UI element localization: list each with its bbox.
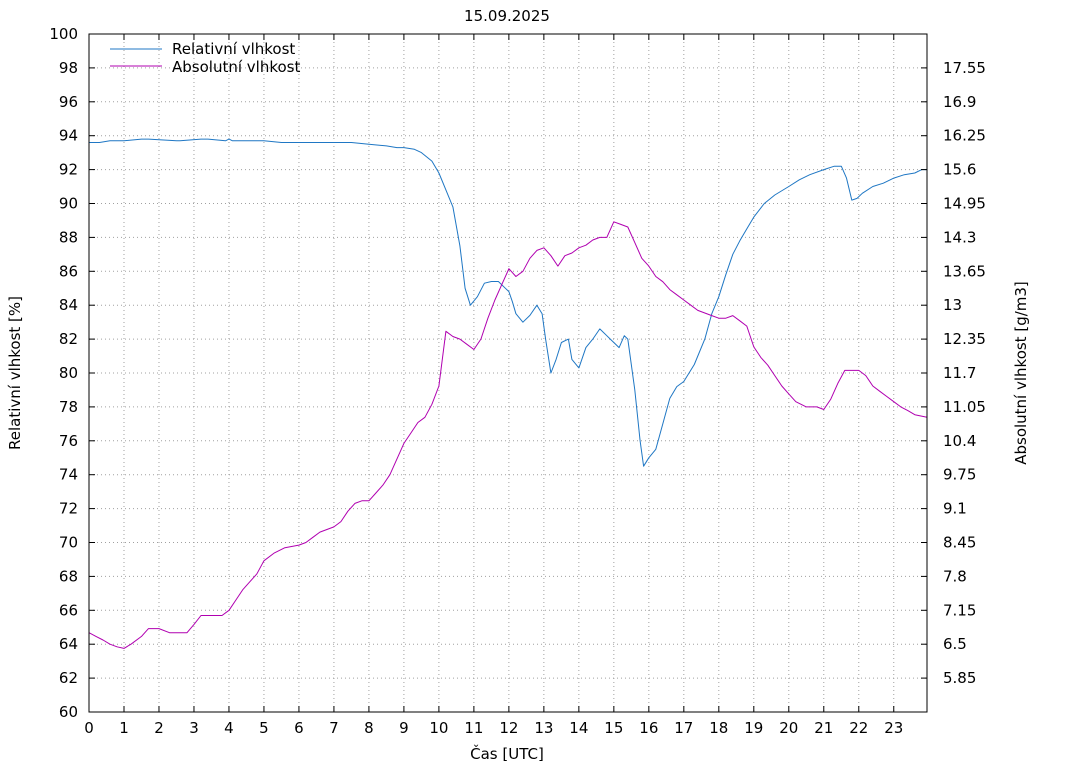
- y-right-tick-label: 12.35: [943, 330, 986, 348]
- y-left-tick-label: 66: [59, 601, 78, 619]
- y-right-tick-label: 11.05: [943, 398, 986, 416]
- series-layer: [88, 138, 928, 649]
- x-tick-label: 15: [604, 719, 623, 737]
- y-right-tick-label: 9.1: [943, 500, 967, 518]
- y-right-tick-label: 13.65: [943, 262, 986, 280]
- x-tick-label: 16: [639, 719, 658, 737]
- y-left-tick-label: 72: [59, 500, 78, 518]
- y-right-tick-label: 14.3: [943, 228, 976, 246]
- y-right-tick-label: 13: [943, 296, 962, 314]
- x-tick-label: 1: [119, 719, 129, 737]
- y-axis-left: 60 62 64 66 68 70 72 74 76 78 80 82 84 86 88 90 92 94 96 98…: [49, 25, 95, 721]
- y-left-tick-label: 94: [59, 127, 78, 145]
- y-right-tick-label: 16.9: [943, 93, 976, 111]
- x-tick-label: 7: [329, 719, 339, 737]
- x-tick-label: 14: [569, 719, 588, 737]
- x-tick-label: 5: [259, 719, 269, 737]
- x-tick-label: 18: [709, 719, 728, 737]
- y-right-tick-label: 10.4: [943, 432, 976, 450]
- x-tick-label: 13: [534, 719, 553, 737]
- y-right-tick-label: 9.75: [943, 466, 976, 484]
- y-right-tick-label: 6.5: [943, 635, 967, 653]
- y-right-tick-label: 11.7: [943, 364, 976, 382]
- x-tick-label: 2: [154, 719, 164, 737]
- x-tick-label: 8: [364, 719, 374, 737]
- chart-title: 15.09.2025: [464, 7, 550, 25]
- y-left-tick-label: 92: [59, 161, 78, 179]
- y-left-tick-label: 100: [49, 25, 78, 43]
- y-axis-right-title: Absolutní vlhkost [g/m3]: [1012, 281, 1030, 465]
- y-left-tick-label: 78: [59, 398, 78, 416]
- x-tick-label: 19: [744, 719, 763, 737]
- y-left-tick-label: 60: [59, 703, 78, 721]
- y-axis-right: 5.85 6.5 7.15 7.8 8.45 9.1 9.75 10.4 11.05 11.7 12…: [921, 59, 986, 687]
- x-tick-label: 21: [814, 719, 833, 737]
- x-tick-label: 9: [399, 719, 409, 737]
- y-left-tick-label: 74: [59, 466, 78, 484]
- x-tick-label: 22: [849, 719, 868, 737]
- y-right-tick-label: 5.85: [943, 669, 976, 687]
- y-left-tick-label: 62: [59, 669, 78, 687]
- y-left-tick-label: 64: [59, 635, 78, 653]
- series-line-absolute-humidity: [88, 221, 928, 649]
- y-left-tick-label: 96: [59, 93, 78, 111]
- y-left-tick-label: 70: [59, 534, 78, 552]
- x-tick-label: 3: [189, 719, 199, 737]
- y-left-tick-label: 80: [59, 364, 78, 382]
- y-right-tick-label: 14.95: [943, 195, 986, 213]
- x-tick-label: 17: [674, 719, 693, 737]
- y-right-tick-label: 7.8: [943, 567, 967, 585]
- series-line-relative-humidity: [89, 138, 927, 467]
- y-left-tick-label: 88: [59, 228, 78, 246]
- x-tick-label: 11: [464, 719, 483, 737]
- y-left-tick-label: 76: [59, 432, 78, 450]
- y-left-tick-label: 98: [59, 59, 78, 77]
- y-left-tick-label: 90: [59, 195, 78, 213]
- x-axis: 0 1 2 3 4 5 6 7 8 9 10 11 12 13 14 15 16 17 18 19 20 21 22 23: [84, 34, 903, 737]
- x-tick-label: 4: [224, 719, 234, 737]
- y-left-tick-label: 84: [59, 296, 78, 314]
- y-axis-left-title: Relativní vlhkost [%]: [6, 296, 24, 450]
- x-tick-label: 6: [294, 719, 304, 737]
- legend: Relativní vlhkost Absolutní vlhkost: [110, 40, 300, 76]
- x-axis-title: Čas [UTC]: [470, 744, 544, 763]
- grid: [89, 34, 927, 712]
- y-right-tick-label: 7.15: [943, 601, 976, 619]
- y-right-tick-label: 16.25: [943, 127, 986, 145]
- y-left-tick-label: 68: [59, 567, 78, 585]
- y-right-tick-label: 8.45: [943, 534, 976, 552]
- x-tick-label: 10: [429, 719, 448, 737]
- legend-label-relative: Relativní vlhkost: [172, 40, 295, 58]
- y-right-tick-label: 15.6: [943, 161, 976, 179]
- x-tick-label: 0: [84, 719, 94, 737]
- legend-label-absolute: Absolutní vlhkost: [172, 58, 300, 76]
- y-left-tick-label: 86: [59, 262, 78, 280]
- x-tick-label: 12: [499, 719, 518, 737]
- y-right-tick-label: 17.55: [943, 59, 986, 77]
- x-tick-label: 20: [779, 719, 798, 737]
- x-tick-label: 23: [884, 719, 903, 737]
- y-left-tick-label: 82: [59, 330, 78, 348]
